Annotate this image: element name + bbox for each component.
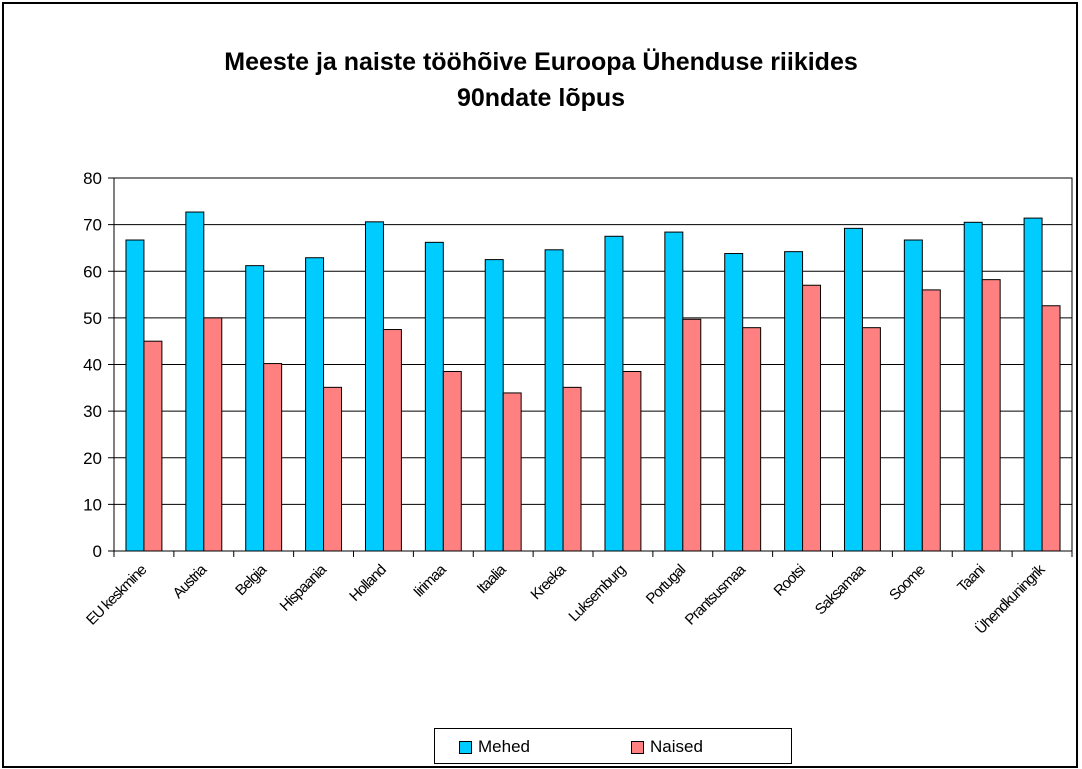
x-category-label: Rootsi bbox=[771, 561, 809, 599]
bar-naised-14 bbox=[981, 279, 1001, 552]
bar-naised-3 bbox=[323, 386, 343, 552]
legend-swatch-naised bbox=[631, 740, 644, 754]
bar-naised-1 bbox=[203, 317, 223, 552]
bar-mehed-1 bbox=[185, 211, 205, 552]
legend-item-mehed: Mehed bbox=[459, 737, 530, 757]
chart-plot: 0 10 20 30 40 50 60 70 80 EU keskmine Austria Belgi… bbox=[83, 169, 1073, 638]
x-category-label: Austria bbox=[170, 561, 211, 602]
y-tick-label: 50 bbox=[83, 309, 102, 328]
bar-naised-15 bbox=[1041, 305, 1061, 552]
x-category-label: Saksamaa bbox=[812, 561, 870, 619]
bar-naised-0 bbox=[143, 340, 163, 552]
x-category-label: Soome bbox=[886, 561, 929, 604]
y-tick-label: 20 bbox=[83, 449, 102, 468]
bar-mehed-2 bbox=[245, 265, 265, 552]
chart-title-line-1: Meeste ja naiste tööhõive Euroopa Ühendu… bbox=[224, 48, 858, 76]
bar-naised-11 bbox=[802, 284, 822, 552]
x-category-label: Belgia bbox=[232, 561, 270, 599]
bar-naised-10 bbox=[742, 327, 762, 552]
legend-item-naised: Naised bbox=[631, 737, 703, 757]
bar-mehed-8 bbox=[604, 235, 624, 552]
bar-mehed-0 bbox=[125, 239, 145, 552]
y-tick-label: 0 bbox=[93, 542, 102, 561]
bar-naised-6 bbox=[502, 392, 522, 552]
legend: Mehed Naised bbox=[434, 728, 792, 764]
x-category-label: Portugal bbox=[643, 561, 689, 607]
bar-mehed-15 bbox=[1023, 217, 1043, 552]
x-category-label: Luksemburg bbox=[565, 561, 629, 625]
legend-label-naised: Naised bbox=[650, 737, 703, 756]
bar-mehed-4 bbox=[364, 221, 384, 552]
chart-title-line-2: 90ndate lõpus bbox=[456, 84, 626, 112]
x-category-label: Itaalia bbox=[474, 561, 511, 598]
x-category-label: Holland bbox=[346, 561, 390, 605]
bar-mehed-7 bbox=[544, 249, 564, 552]
x-category-label: Taani bbox=[954, 561, 988, 595]
bar-mehed-9 bbox=[664, 231, 684, 552]
x-category-label: EU keskmine bbox=[83, 561, 150, 628]
bar-mehed-6 bbox=[484, 259, 504, 552]
bar-naised-9 bbox=[682, 318, 702, 552]
x-category-label: Hispaania bbox=[277, 561, 331, 615]
y-tick-label: 70 bbox=[83, 216, 102, 235]
bar-naised-5 bbox=[442, 370, 462, 552]
bar-mehed-10 bbox=[724, 253, 744, 552]
y-tick-label: 10 bbox=[83, 495, 102, 514]
bar-naised-4 bbox=[382, 329, 402, 552]
x-category-label: Kreeka bbox=[527, 561, 570, 604]
bar-mehed-3 bbox=[305, 257, 325, 552]
bar-naised-8 bbox=[622, 370, 642, 552]
bar-mehed-11 bbox=[784, 251, 804, 552]
bar-naised-7 bbox=[562, 386, 582, 552]
bar-mehed-5 bbox=[424, 241, 444, 552]
y-tick-label: 60 bbox=[83, 262, 102, 281]
bar-naised-2 bbox=[263, 363, 283, 552]
y-tick-label: 30 bbox=[83, 402, 102, 421]
y-tick-label: 40 bbox=[83, 356, 102, 375]
bar-mehed-14 bbox=[963, 221, 983, 552]
x-category-label: Prantsusmaa bbox=[682, 561, 750, 629]
y-tick-label: 80 bbox=[83, 169, 102, 188]
chart-title: Meeste ja naiste tööhõive Euroopa Ühendu… bbox=[0, 44, 1082, 116]
bar-mehed-13 bbox=[903, 239, 923, 552]
legend-label-mehed: Mehed bbox=[478, 737, 530, 756]
x-category-label: Iirimaa bbox=[410, 561, 450, 601]
legend-swatch-mehed bbox=[459, 740, 472, 754]
bar-mehed-12 bbox=[843, 227, 863, 552]
bar-naised-12 bbox=[861, 327, 881, 552]
bar-naised-13 bbox=[921, 289, 941, 552]
